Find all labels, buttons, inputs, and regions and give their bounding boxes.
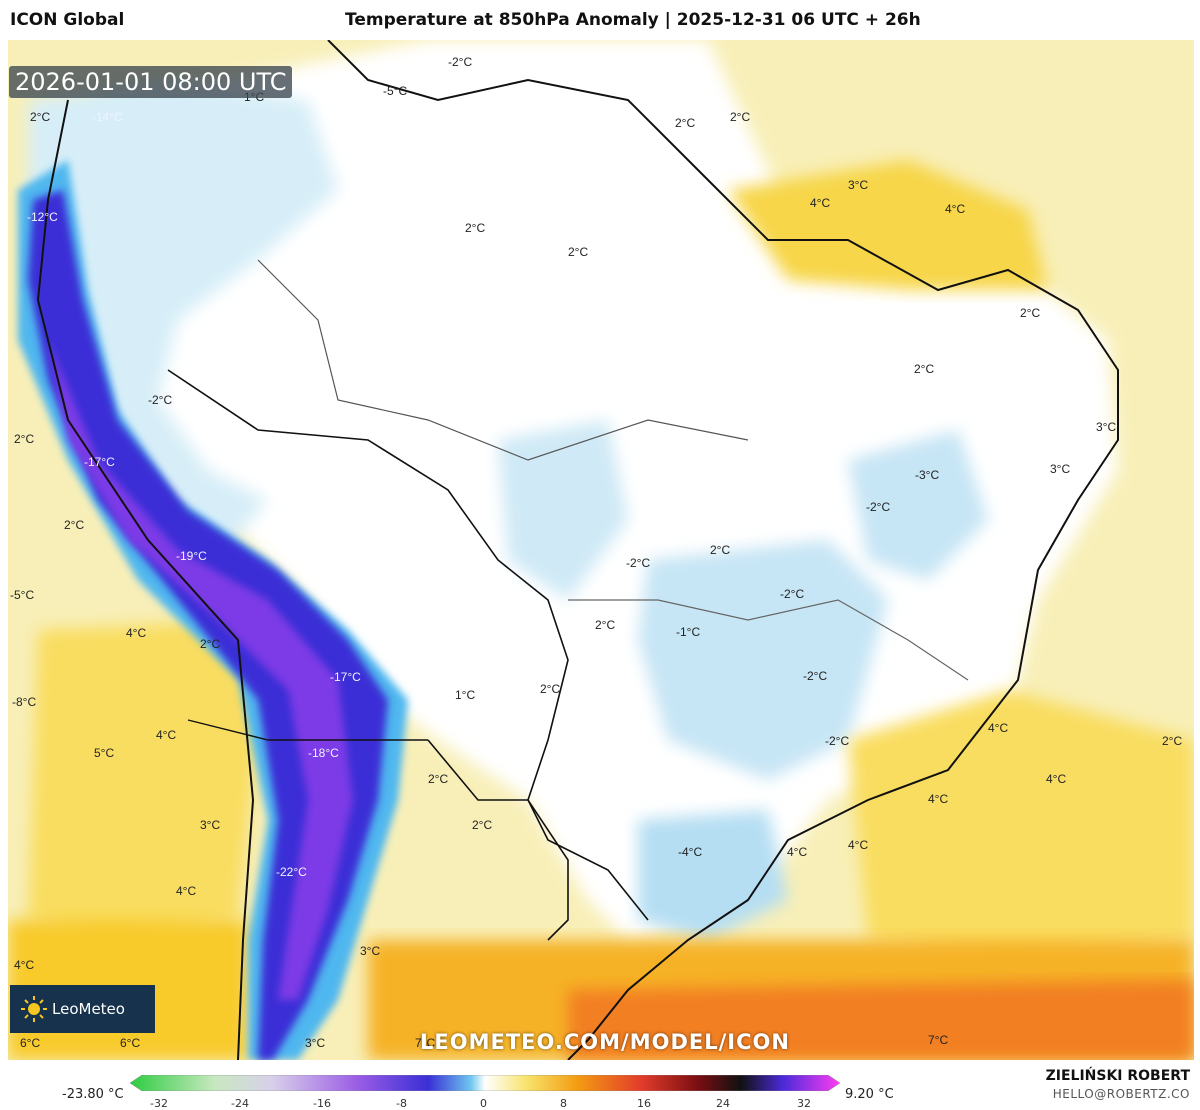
temp-label: 4°C	[14, 958, 35, 972]
temperature-anomaly-map	[8, 40, 1194, 1060]
cool-patch-3	[848, 430, 988, 580]
temp-label: 3°C	[1096, 420, 1117, 434]
temp-label: 2°C	[200, 637, 221, 651]
near-zero-region	[128, 40, 1118, 940]
temp-label: -14°C	[92, 110, 123, 124]
temp-label: -5°C	[383, 84, 408, 98]
temp-label: -12°C	[27, 210, 58, 224]
temp-label: 2°C	[472, 818, 493, 832]
leometeo-logo: LeoMeteo	[10, 985, 155, 1033]
cool-patch-4	[638, 810, 788, 940]
colorbar-tick: 8	[560, 1097, 567, 1110]
colorbar	[130, 1075, 840, 1091]
temp-label: 3°C	[305, 1036, 326, 1050]
temp-label: 3°C	[360, 944, 381, 958]
temp-label: 3°C	[1050, 462, 1071, 476]
temp-label: 4°C	[126, 626, 147, 640]
cool-patch-2	[638, 540, 888, 780]
temp-label: 2°C	[730, 110, 751, 124]
author-name: ZIELIŃSKI ROBERT	[1045, 1068, 1190, 1084]
temp-label: 4°C	[988, 721, 1009, 735]
temp-label: 3°C	[200, 818, 221, 832]
temp-label: -17°C	[330, 670, 361, 684]
temp-label: 4°C	[945, 202, 966, 216]
colorbar-tick: -24	[231, 1097, 249, 1110]
hot-south-atlantic	[568, 980, 1194, 1060]
temp-label: 4°C	[928, 792, 949, 806]
temp-label: -5°C	[10, 588, 35, 602]
pacific-coastline	[36, 99, 255, 1060]
temp-label: 4°C	[787, 845, 808, 859]
temp-label: -18°C	[308, 746, 339, 760]
state-borders-north	[257, 259, 749, 461]
temp-label: -17°C	[84, 455, 115, 469]
temp-label: 2°C	[568, 245, 589, 259]
temp-label: -2°C	[148, 393, 173, 407]
temp-label: -2°C	[803, 669, 828, 683]
temp-label: 2°C	[64, 518, 85, 532]
temp-label: 4°C	[1046, 772, 1067, 786]
temp-label: 4°C	[176, 884, 197, 898]
colorbar-max-label: 9.20 °C	[845, 1087, 894, 1102]
temp-label: 6°C	[120, 1036, 141, 1050]
valid-time-badge: 2026-01-01 08:00 UTC	[9, 66, 293, 98]
temp-label: 2°C	[1020, 306, 1041, 320]
temp-label: -8°C	[12, 695, 37, 709]
watermark-url: LEOMETEO.COM/MODEL/ICON	[420, 1030, 790, 1054]
warm-pacific	[28, 620, 258, 940]
temp-label: -4°C	[678, 845, 703, 859]
cool-patch-1	[498, 420, 628, 600]
temp-label: 2°C	[30, 110, 51, 124]
temp-label: 7°C	[928, 1033, 949, 1047]
temp-label: 2°C	[914, 362, 935, 376]
colorbar-min-label: -23.80 °C	[62, 1087, 124, 1102]
colorbar-tick: -32	[150, 1097, 168, 1110]
temp-label: -2°C	[780, 587, 805, 601]
temp-label: 2°C	[428, 772, 449, 786]
temp-label: -2°C	[825, 734, 850, 748]
andes-very-cold-band	[28, 190, 388, 1060]
colorbar-tick: 32	[797, 1097, 811, 1110]
state-borders-central	[568, 599, 969, 681]
warm-southeast	[848, 690, 1194, 960]
model-name: ICON Global	[10, 10, 125, 30]
temp-label: 2°C	[540, 682, 561, 696]
temp-label: -22°C	[276, 865, 307, 879]
bolivia-border	[187, 719, 428, 741]
temp-label: -3°C	[915, 468, 940, 482]
temp-label: 2°C	[710, 543, 731, 557]
temp-label: 2°C	[465, 221, 486, 235]
temp-label: -1°C	[676, 625, 701, 639]
colorbar-tick: 16	[637, 1097, 651, 1110]
colorbar-tick: 24	[716, 1097, 730, 1110]
colorbar-tick: -8	[396, 1097, 407, 1110]
logo-text: LeoMeteo	[52, 1000, 125, 1018]
temp-label: -2°C	[866, 500, 891, 514]
temp-label: -2°C	[448, 55, 473, 69]
temp-label: 2°C	[675, 116, 696, 130]
map-title: Temperature at 850hPa Anomaly | 2025-12-…	[345, 10, 921, 30]
temp-label: 6°C	[20, 1036, 41, 1050]
warm-north-coast	[728, 160, 1048, 290]
sun-icon	[21, 996, 47, 1022]
colorbar-tick: 0	[480, 1097, 487, 1110]
temp-label: -2°C	[626, 556, 651, 570]
colorbar-tick: -16	[313, 1097, 331, 1110]
temp-label: 2°C	[14, 432, 35, 446]
map-canvas	[8, 40, 1194, 1060]
temp-label: 3°C	[848, 178, 869, 192]
temp-label: -19°C	[176, 549, 207, 563]
map-header: ICON Global Temperature at 850hPa Anomal…	[0, 0, 1200, 40]
temp-label: 2°C	[1162, 734, 1183, 748]
temp-label: 4°C	[848, 838, 869, 852]
temp-label: 7°C	[415, 1036, 436, 1050]
temp-label: 2°C	[595, 618, 616, 632]
temp-label: 4°C	[810, 196, 831, 210]
temp-label: 1°C	[455, 688, 476, 702]
paraguay-border	[427, 739, 569, 941]
atlantic-coastline	[327, 40, 1119, 1060]
author-email: HELLO@ROBERTZ.CO	[1052, 1087, 1190, 1101]
temp-label: 4°C	[156, 728, 177, 742]
temp-label: 5°C	[94, 746, 115, 760]
